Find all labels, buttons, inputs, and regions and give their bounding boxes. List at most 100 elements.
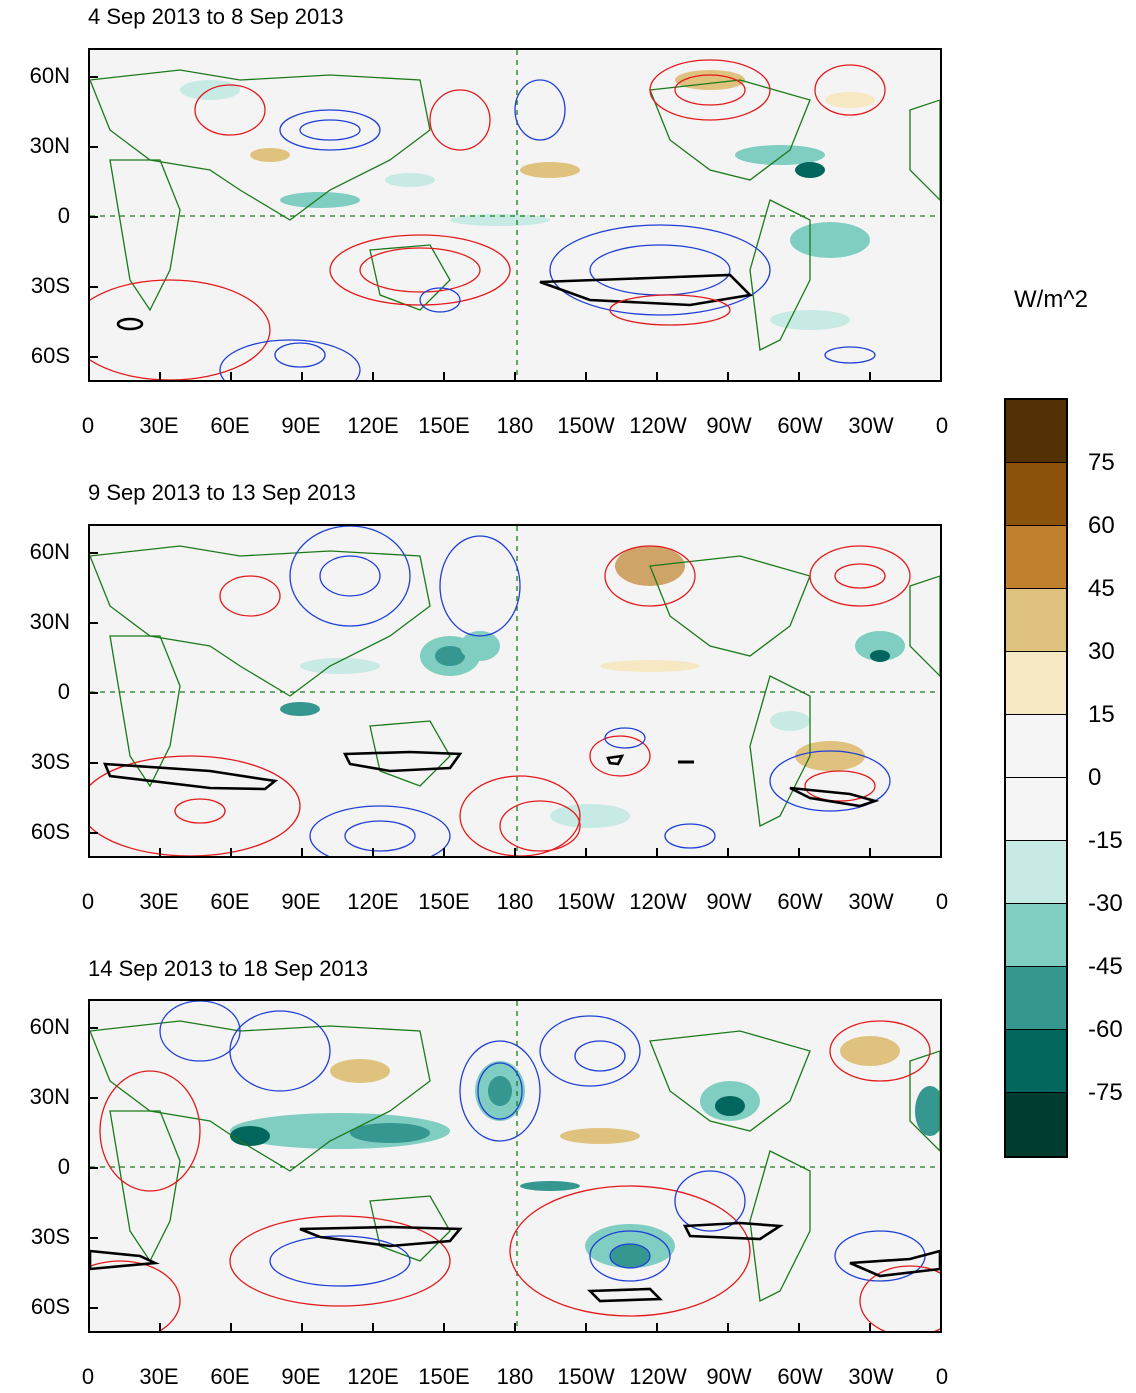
lat-label: 60N (29, 1014, 70, 1039)
colorbar-label: -30 (1088, 890, 1123, 917)
axis-tick (88, 76, 98, 78)
axis-tick (88, 1307, 98, 1309)
colorbar-box (1006, 400, 1066, 463)
lat-label: 60S (30, 1294, 70, 1319)
colorbar-label: 0 (1088, 764, 1102, 791)
axis-tick (301, 1323, 303, 1333)
lon-label: 60W (777, 413, 823, 438)
axis-tick (656, 372, 658, 382)
axis-tick (443, 848, 445, 858)
colorbar-label: 15 (1088, 701, 1115, 728)
axis-tick (727, 372, 729, 382)
colorbar-label: -60 (1088, 1016, 1123, 1043)
lat-label: 30S (30, 1224, 70, 1249)
axis-tick (727, 1323, 729, 1333)
axis-tick (88, 622, 98, 624)
map-panel-1 (88, 48, 942, 382)
lon-label: 150W (557, 1364, 615, 1389)
colorbar-label: 30 (1088, 638, 1115, 665)
lon-label: 0 (935, 1364, 949, 1389)
lat-label: 30N (29, 609, 70, 634)
lon-label: 90W (706, 1364, 752, 1389)
lat-label: 30N (29, 1084, 70, 1109)
axis-tick (869, 848, 871, 858)
lat-label: 60S (30, 819, 70, 844)
lat-label: 30N (29, 133, 70, 158)
lon-label: 90E (281, 413, 321, 438)
lon-label: 0 (81, 413, 95, 438)
axis-tick (514, 1323, 516, 1333)
axis-tick (372, 1323, 374, 1333)
colorbar-label: -15 (1088, 827, 1123, 854)
axis-tick (88, 552, 98, 554)
axis-tick (88, 1237, 98, 1239)
colorbar-label: 75 (1088, 449, 1115, 476)
lon-label: 180 (496, 413, 534, 438)
lon-label: 0 (81, 889, 95, 914)
map-graphics-2 (90, 526, 940, 856)
lon-label: 60E (210, 889, 250, 914)
lon-label: 90E (281, 1364, 321, 1389)
colorbar-box (1006, 589, 1066, 652)
colorbar-box (1006, 526, 1066, 589)
lon-label: 60W (777, 1364, 823, 1389)
lon-label: 60E (210, 1364, 250, 1389)
axis-tick (230, 848, 232, 858)
lon-label: 30W (848, 413, 894, 438)
colorbar-label: -75 (1088, 1079, 1123, 1106)
map-panel-3 (88, 999, 942, 1333)
axis-tick (869, 372, 871, 382)
axis-tick (585, 848, 587, 858)
lon-label: 120E (347, 413, 399, 438)
lon-label: 150E (418, 413, 470, 438)
axis-tick (585, 1323, 587, 1333)
axis-tick (514, 848, 516, 858)
axis-tick (88, 356, 98, 358)
lat-label: 60N (29, 539, 70, 564)
lat-label: 0 (57, 203, 70, 228)
lat-label: 30S (30, 749, 70, 774)
lon-label: 180 (496, 1364, 534, 1389)
lon-label: 30W (848, 1364, 894, 1389)
axis-tick (88, 372, 90, 382)
axis-tick (88, 286, 98, 288)
colorbar-box (1006, 841, 1066, 904)
colorbar-label: 60 (1088, 512, 1115, 539)
axis-tick (230, 372, 232, 382)
axis-tick (88, 692, 98, 694)
axis-tick (159, 848, 161, 858)
colorbar-box (1006, 904, 1066, 967)
axis-tick (585, 372, 587, 382)
lat-label: 60S (30, 343, 70, 368)
axis-tick (940, 372, 942, 382)
lat-label: 30S (30, 273, 70, 298)
axis-tick (798, 372, 800, 382)
lon-label: 120E (347, 1364, 399, 1389)
colorbar (1004, 398, 1068, 1158)
axis-tick (514, 372, 516, 382)
axis-tick (230, 1323, 232, 1333)
lat-label: 0 (57, 679, 70, 704)
axis-tick (727, 848, 729, 858)
lon-label: 150W (557, 889, 615, 914)
axis-tick (443, 372, 445, 382)
lon-label: 150E (418, 1364, 470, 1389)
axis-tick (88, 832, 98, 834)
lon-label: 90W (706, 889, 752, 914)
lon-label: 150E (418, 889, 470, 914)
axis-tick (301, 848, 303, 858)
lat-label: 0 (57, 1154, 70, 1179)
axis-tick (798, 848, 800, 858)
colorbar-box (1006, 1093, 1066, 1156)
axis-tick (656, 848, 658, 858)
colorbar-box (1006, 1030, 1066, 1093)
map-panel-2 (88, 524, 942, 858)
lon-label: 180 (496, 889, 534, 914)
axis-tick (88, 1027, 98, 1029)
axis-tick (301, 372, 303, 382)
axis-tick (869, 1323, 871, 1333)
lon-label: 120E (347, 889, 399, 914)
axis-tick (159, 1323, 161, 1333)
lon-label: 0 (935, 413, 949, 438)
axis-tick (88, 146, 98, 148)
